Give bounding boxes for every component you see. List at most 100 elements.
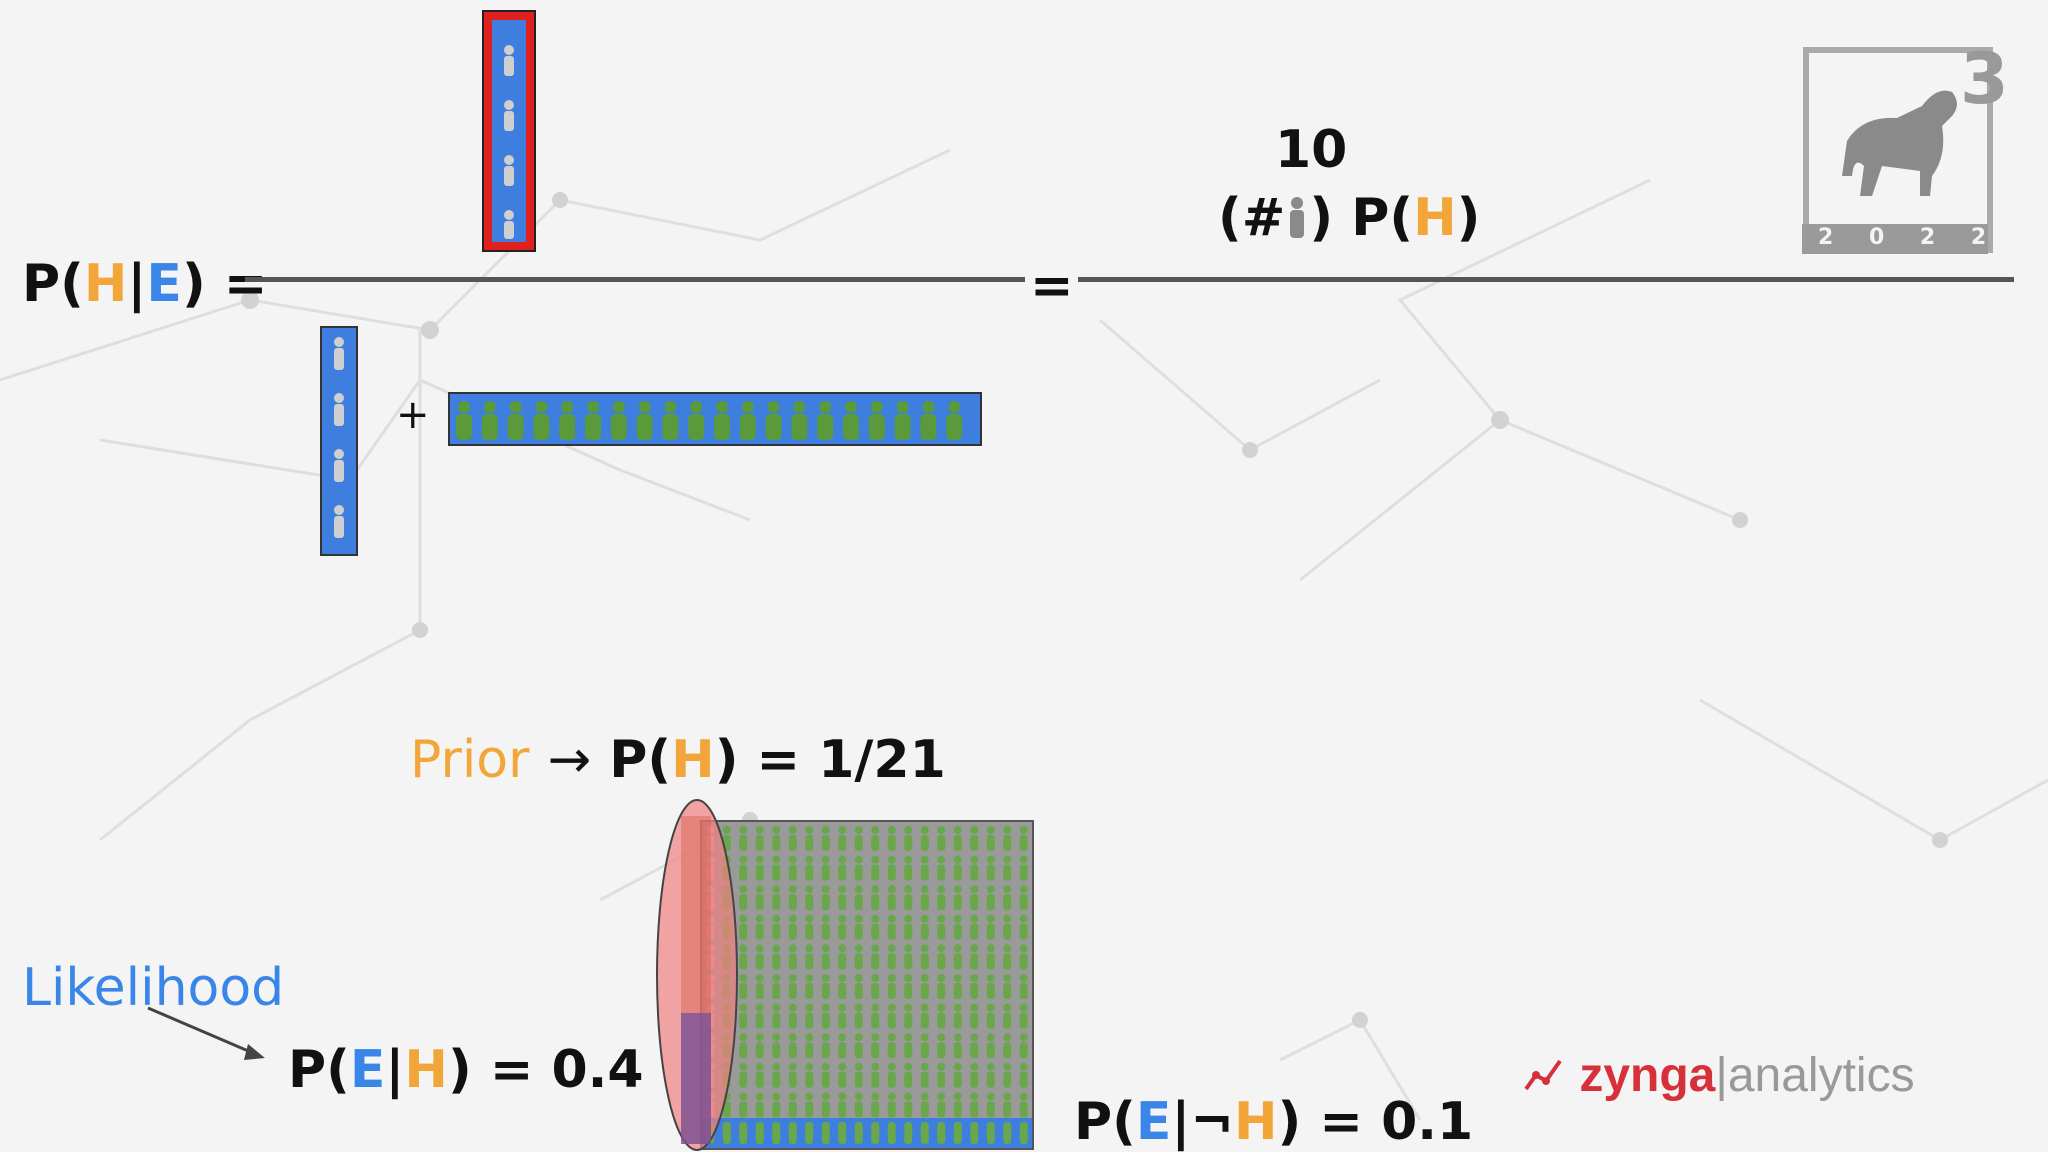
grid-person-body bbox=[937, 835, 946, 851]
grid-person-body bbox=[821, 983, 830, 999]
posterior-e: E bbox=[146, 254, 182, 314]
grid-person-body bbox=[953, 983, 962, 999]
grid-person-head bbox=[904, 1003, 913, 1012]
grid-person-head bbox=[755, 914, 764, 923]
grid-person-head bbox=[1019, 1092, 1028, 1101]
grid-person-head bbox=[937, 855, 946, 864]
posterior-label: P(H|E) = bbox=[22, 258, 267, 310]
grid-person-body bbox=[772, 894, 781, 911]
green-person-icon bbox=[819, 401, 832, 413]
grid-person-head bbox=[805, 826, 814, 834]
green-person-icon bbox=[896, 401, 909, 413]
grid-person-body bbox=[887, 1042, 896, 1059]
grid-person-body bbox=[904, 864, 913, 881]
green-person-icon bbox=[793, 401, 806, 413]
grid-person-body bbox=[1003, 923, 1012, 940]
grid-person-head bbox=[904, 885, 913, 894]
grid-person-body bbox=[805, 1012, 814, 1029]
grid-person-head bbox=[788, 855, 797, 864]
grid-person-body bbox=[739, 1042, 748, 1059]
grid-person-body bbox=[788, 1012, 797, 1029]
grid-person-body bbox=[887, 1012, 896, 1029]
grid-person-head bbox=[838, 826, 847, 834]
grid-person-head bbox=[937, 885, 946, 894]
grid-person-body bbox=[739, 864, 748, 881]
grid-person-body bbox=[739, 1101, 748, 1118]
grid-person-body bbox=[937, 864, 946, 881]
evidence-person bbox=[937, 1122, 946, 1144]
grid-person-head bbox=[953, 944, 962, 953]
grid-person-body bbox=[937, 953, 946, 970]
grid-person-head bbox=[722, 826, 731, 834]
grid-person-body bbox=[986, 835, 995, 851]
dog-logo-icon bbox=[1802, 47, 1993, 254]
grid-person-body bbox=[821, 894, 830, 911]
grid-person-head bbox=[788, 1092, 797, 1101]
grid-person-body bbox=[970, 835, 979, 851]
green-person-icon bbox=[716, 401, 728, 413]
grid-person-body bbox=[871, 864, 880, 881]
grid-person-body bbox=[970, 864, 979, 881]
grid-person-body bbox=[854, 1101, 863, 1118]
grid-person-head bbox=[904, 1033, 913, 1042]
grid-person-body bbox=[755, 923, 764, 940]
grid-person-head bbox=[805, 914, 814, 923]
grid-person-head bbox=[953, 1033, 962, 1042]
grid-person-body bbox=[986, 953, 995, 970]
evidence-person bbox=[887, 1122, 896, 1144]
grid-person-head bbox=[904, 855, 913, 864]
grid-person-body bbox=[838, 894, 847, 911]
grid-person-body bbox=[772, 953, 781, 970]
grid-person-head bbox=[755, 974, 764, 982]
rhs-open: (# bbox=[1218, 188, 1286, 248]
grid-person-head bbox=[887, 1062, 896, 1071]
green-person-icon bbox=[638, 401, 651, 413]
grid-person-body bbox=[788, 1071, 797, 1088]
grid-person-body bbox=[904, 983, 913, 999]
grid-person-head bbox=[854, 914, 863, 923]
prior-p: P( bbox=[609, 730, 672, 790]
grid-person-body bbox=[871, 953, 880, 970]
grid-person-body bbox=[1019, 1042, 1028, 1059]
grid-person-body bbox=[970, 1012, 979, 1029]
grid-person-head bbox=[937, 914, 946, 923]
grid-person-head bbox=[821, 855, 830, 864]
grid-person-body bbox=[739, 1012, 748, 1029]
green-person-icon bbox=[664, 401, 677, 413]
not-p: P( bbox=[1074, 1092, 1136, 1152]
grid-person-body bbox=[739, 923, 748, 940]
green-person-icon bbox=[509, 401, 522, 413]
grid-person-head bbox=[970, 1033, 979, 1042]
event-badge-logo: 3 2 0 2 2 bbox=[1802, 38, 2009, 256]
grid-person-head bbox=[986, 914, 995, 923]
grid-person-body bbox=[772, 1071, 781, 1088]
grid-person-head bbox=[821, 1033, 830, 1042]
zynga-analytics-logo: zynga|analytics bbox=[1522, 1048, 1915, 1103]
grid-person-body bbox=[986, 864, 995, 881]
grid-person-head bbox=[1003, 1033, 1012, 1042]
grid-person-body bbox=[755, 835, 764, 851]
not-symbol: ¬ bbox=[1190, 1092, 1234, 1152]
grid-person-head bbox=[739, 914, 748, 923]
grid-person-head bbox=[1003, 826, 1012, 834]
grid-person-body bbox=[1003, 1042, 1012, 1059]
grid-person-head bbox=[821, 826, 830, 834]
grid-person-head bbox=[920, 914, 929, 923]
grid-person-head bbox=[788, 974, 797, 982]
grid-person-head bbox=[838, 944, 847, 953]
grid-person-body bbox=[805, 1042, 814, 1059]
grid-person-head bbox=[986, 1092, 995, 1101]
green-person-body bbox=[481, 414, 498, 440]
grid-person-head bbox=[871, 974, 880, 982]
grid-person-body bbox=[739, 983, 748, 999]
denominator-green-row bbox=[448, 392, 982, 446]
green-person-icon bbox=[690, 401, 703, 413]
grid-person-body bbox=[854, 1071, 863, 1088]
grid-person-head bbox=[805, 885, 814, 894]
grid-person-body bbox=[821, 1042, 830, 1059]
grid-person-head bbox=[854, 944, 863, 953]
grid-person-body bbox=[904, 1071, 913, 1088]
grid-person-body bbox=[986, 894, 995, 911]
grid-person-head bbox=[854, 1092, 863, 1101]
grid-person-head bbox=[805, 1062, 814, 1071]
